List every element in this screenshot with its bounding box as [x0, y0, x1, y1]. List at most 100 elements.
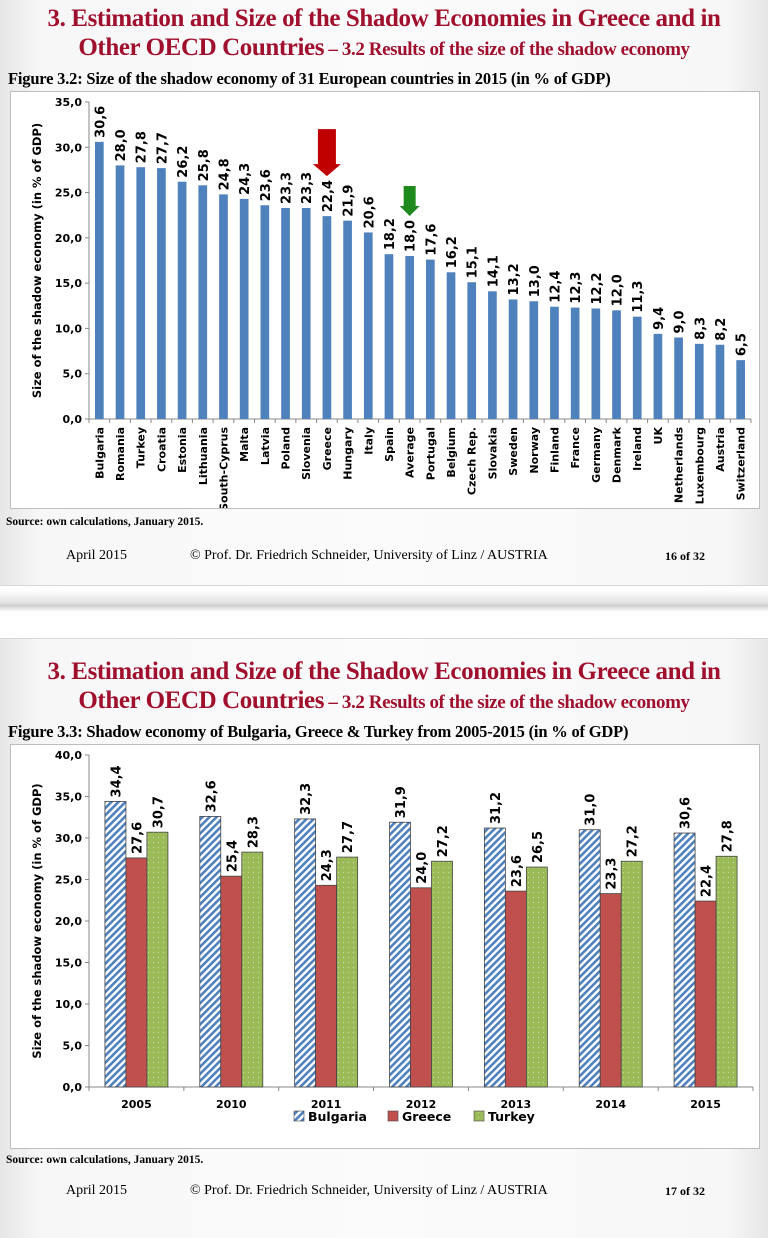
data-label: 16,2: [445, 236, 460, 268]
legend-swatch-turkey: [473, 1110, 485, 1122]
bar-bulgaria-2015: [673, 832, 696, 1088]
footer-page-number: 16 of 32: [665, 549, 705, 563]
x-tick-label: Netherlands: [673, 427, 686, 504]
x-tick-label: Poland: [280, 427, 293, 470]
y-tick-label: 35,0: [55, 96, 82, 109]
greece-arrow-icon: [312, 129, 341, 177]
x-tick-label: Malta: [238, 427, 251, 462]
average-arrow-icon: [399, 185, 420, 216]
slide-title-line2: Other OECD Countries – 3.2 Results of th…: [0, 686, 768, 717]
x-tick-label: Croatia: [155, 427, 168, 472]
bar-portugal: [425, 259, 435, 419]
data-label: 24,0: [415, 852, 430, 884]
bar-finland: [550, 306, 559, 419]
data-label: 23,6: [259, 169, 274, 201]
bar-austria: [715, 344, 725, 419]
x-tick-label: Luxembourg: [693, 427, 706, 504]
bar-switzerland: [736, 360, 746, 419]
x-tick-label: Belgium: [445, 427, 458, 478]
footer-author: © Prof. Dr. Friedrich Schneider, Univers…: [190, 548, 548, 563]
slide-title-line2: Other OECD Countries – 3.2 Results of th…: [0, 33, 768, 64]
bar-spain: [384, 254, 394, 419]
slide-title-line1: 3. Estimation and Size of the Shadow Eco…: [47, 5, 721, 32]
chart-container: 0,0 5,0 10,0 15,0 20,0 25,0 30,0 35,0 Size of th…: [10, 91, 760, 511]
data-label: 27,7: [155, 132, 170, 164]
data-label: 18,0: [404, 220, 419, 252]
bar-greece-2005: [125, 857, 148, 1088]
bar-turkey-2012: [431, 860, 453, 1088]
data-label: 13,2: [507, 263, 522, 295]
x-tick-label: Germany: [590, 427, 603, 483]
legend-label-turkey: Turkey: [488, 1109, 535, 1124]
data-label: 8,3: [693, 317, 708, 340]
bar-romania: [115, 165, 125, 419]
bar-greece-2010: [220, 875, 243, 1088]
y-tick-label: 15,0: [55, 957, 82, 970]
x-tick-label: Norway: [528, 427, 541, 474]
bar-poland: [281, 207, 290, 419]
data-label: 28,0: [114, 129, 129, 161]
bar-belgium: [446, 272, 456, 419]
data-label: 31,0: [584, 794, 599, 826]
footer-date: April 2015: [66, 1183, 128, 1198]
bar-bulgaria: [94, 141, 104, 419]
data-label: 12,0: [611, 274, 626, 306]
bar-lithuania: [198, 185, 208, 419]
bar-croatia: [157, 168, 166, 419]
data-label: 28,3: [246, 816, 261, 848]
data-label: 32,6: [204, 780, 219, 812]
x-tick-label: France: [569, 427, 582, 468]
data-label: 26,2: [176, 146, 191, 178]
y-tick-label: 30,0: [55, 832, 82, 845]
data-label: 31,2: [489, 792, 504, 824]
bar-sweden: [508, 299, 518, 419]
bar-bulgaria-2014: [578, 829, 601, 1088]
bar-turkey-2010: [241, 851, 264, 1088]
data-label: 21,9: [342, 185, 357, 217]
data-label: 17,6: [424, 224, 439, 256]
data-label: 32,3: [299, 783, 314, 815]
data-label: 14,1: [486, 255, 501, 287]
data-label: 27,2: [436, 825, 451, 857]
x-tick-label: Estonia: [176, 427, 189, 473]
y-tick-label: 40,0: [55, 749, 82, 762]
x-tick-label: Portugal: [424, 427, 437, 480]
legend-swatch-greece: [387, 1110, 399, 1122]
legend-label-bulgaria: Bulgaria: [308, 1109, 367, 1124]
bar-slovakia: [488, 291, 497, 419]
y-tick-label: 15,0: [55, 277, 82, 290]
source-note: Source: own calculations, January 2015.: [6, 1154, 204, 1166]
data-label: 23,6: [510, 855, 525, 887]
data-label: 24,3: [238, 163, 253, 195]
slide-title: 3. Estimation and Size of the Shadow Eco…: [0, 657, 768, 717]
bar-italy: [363, 232, 373, 419]
y-tick-label: 25,0: [55, 187, 82, 200]
chart-container: 0,0 5,0 10,0 15,0 20,0 25,0 30,0 35,0 40,0 Size o…: [10, 744, 760, 1149]
data-label: 13,0: [528, 265, 543, 297]
x-tick-label: Spain: [383, 427, 396, 462]
legend: Bulgaria Greece Turkey: [293, 1109, 535, 1124]
bar-turkey-2005: [146, 831, 169, 1088]
bar-ireland: [632, 316, 642, 419]
x-tick-label: Finland: [548, 427, 561, 473]
y-tick-label: 10,0: [55, 322, 82, 335]
y-tick-label: 30,0: [55, 141, 82, 154]
bar-latvia: [260, 205, 270, 419]
data-label: 27,8: [135, 131, 150, 163]
data-label: 22,4: [700, 865, 715, 897]
x-tick-label: Italy: [362, 427, 375, 455]
data-label: 30,6: [679, 797, 694, 829]
bar-germany: [591, 308, 601, 419]
data-label: 24,8: [217, 158, 232, 190]
y-tick-label: 5,0: [63, 368, 83, 381]
data-label: 25,4: [225, 840, 240, 872]
bar-greece: [322, 216, 332, 419]
y-tick-label: 0,0: [63, 1081, 83, 1094]
bar-france: [570, 307, 580, 419]
bar-south-cyprus: [219, 194, 228, 419]
bar-bulgaria-2012: [389, 821, 411, 1088]
x-tick-label: Bulgaria: [93, 427, 106, 479]
data-label: 25,8: [197, 149, 212, 181]
x-tick-label: Greece: [321, 427, 334, 470]
slide-title-main: Other OECD Countries: [78, 687, 325, 714]
